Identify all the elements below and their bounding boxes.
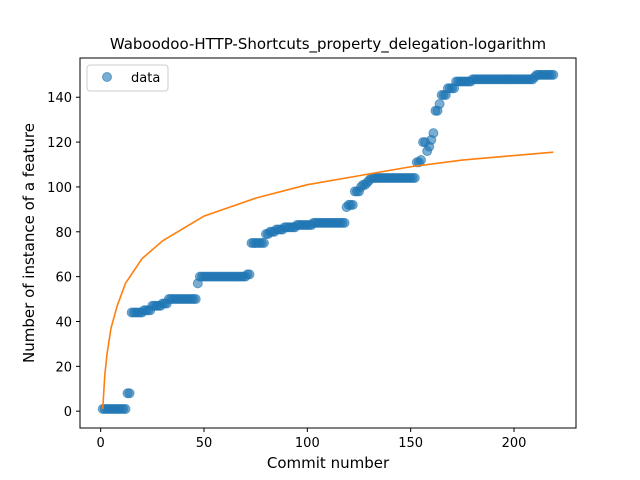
data-layer bbox=[97, 69, 559, 414]
y-tick-label: 100 bbox=[47, 181, 72, 196]
data-point bbox=[347, 199, 358, 210]
y-axis: 0 20 40 60 80 100 120 140 bbox=[47, 91, 80, 420]
y-tick-label: 60 bbox=[55, 271, 72, 286]
y-tick-label: 0 bbox=[64, 405, 72, 420]
y-axis-label: Number of instance of a feature bbox=[20, 123, 38, 363]
y-tick-label: 120 bbox=[47, 136, 72, 151]
data-point bbox=[409, 172, 420, 183]
legend: data bbox=[86, 64, 169, 92]
data-point bbox=[124, 388, 135, 399]
x-axis-label: Commit number bbox=[267, 454, 390, 472]
data-point bbox=[434, 98, 445, 109]
data-point bbox=[548, 69, 559, 80]
data-point bbox=[244, 269, 255, 280]
data-point bbox=[428, 128, 439, 139]
y-tick-label: 140 bbox=[47, 91, 72, 106]
x-axis: 0 50 100 150 200 bbox=[97, 428, 527, 451]
legend-label-data: data bbox=[131, 71, 160, 86]
y-tick-label: 20 bbox=[55, 360, 72, 375]
y-tick-label: 80 bbox=[55, 226, 72, 241]
y-tick-label: 40 bbox=[55, 315, 72, 330]
x-tick-label: 100 bbox=[295, 436, 320, 451]
data-point bbox=[120, 403, 131, 414]
data-point bbox=[339, 217, 350, 228]
x-tick-label: 200 bbox=[502, 436, 527, 451]
data-point bbox=[190, 294, 201, 305]
legend-marker-data bbox=[102, 72, 112, 82]
data-point bbox=[258, 238, 269, 248]
x-tick-label: 0 bbox=[97, 436, 105, 451]
plot-frame bbox=[79, 57, 577, 429]
plot-area bbox=[80, 58, 576, 428]
data-point bbox=[416, 155, 426, 166]
x-tick-label: 150 bbox=[398, 436, 423, 451]
legend-box bbox=[86, 64, 169, 92]
fit-line bbox=[101, 151, 554, 409]
x-tick-label: 50 bbox=[196, 436, 213, 451]
chart-title: Waboodoo-HTTP-Shortcuts_property_delegat… bbox=[110, 35, 546, 54]
